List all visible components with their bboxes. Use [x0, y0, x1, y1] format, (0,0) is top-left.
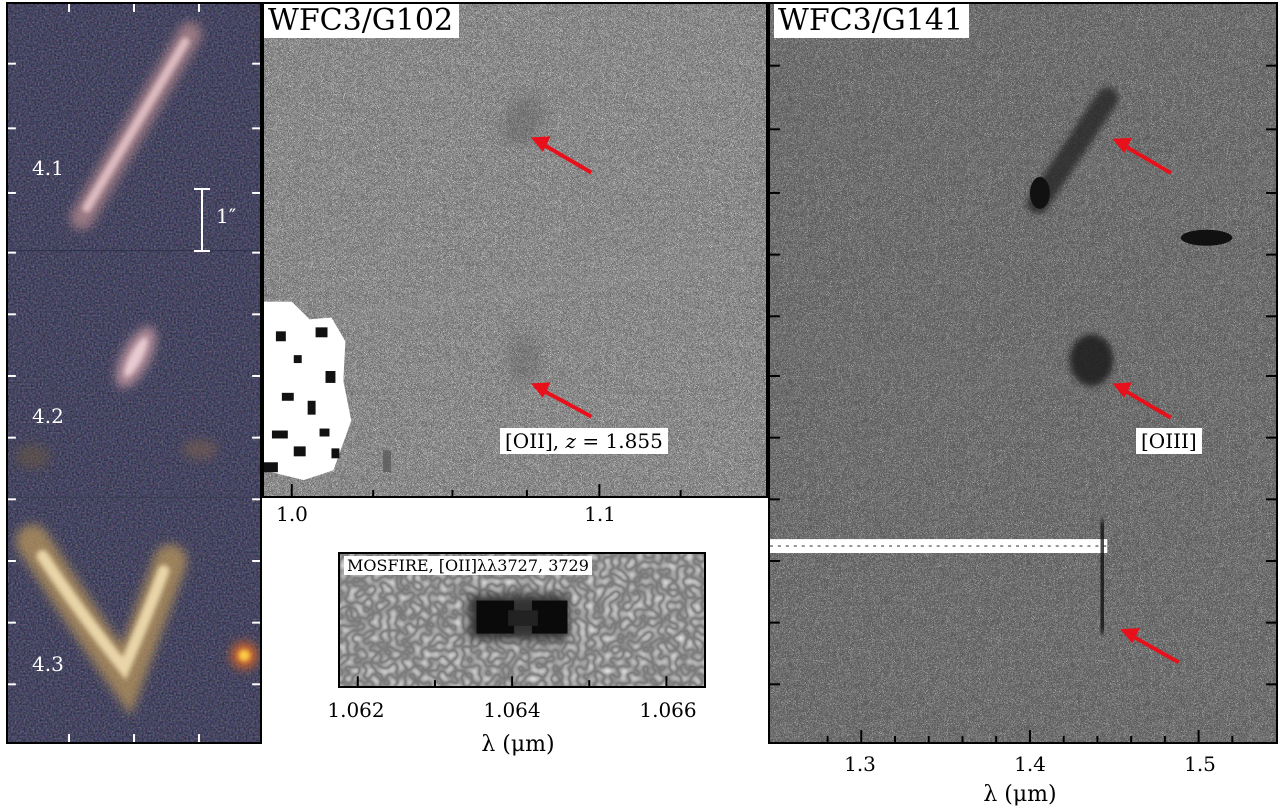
g141-tick-1.3: 1.3	[844, 752, 876, 776]
mosfire-spectrum-image	[340, 554, 704, 686]
g102-spectrum-image	[264, 4, 766, 496]
arrow-oiii-upper	[1112, 137, 1172, 175]
g141-tick-1.4: 1.4	[1014, 752, 1046, 776]
oii-doublet	[468, 594, 568, 640]
scale-bar-label: 1″	[216, 204, 237, 228]
arc-4-3	[15, 524, 259, 716]
arc-4-1	[70, 21, 202, 230]
oii-label: [OII],	[505, 429, 566, 453]
mosfire-xlabel: λ (μm)	[481, 732, 555, 757]
arrow-oiii-lower	[1120, 628, 1180, 665]
compact-source	[1180, 229, 1233, 246]
g141-annotation: [OIII]	[1136, 428, 1202, 454]
mosfire-tick-1.062: 1.062	[327, 698, 385, 722]
image-label-4-2: 4.2	[32, 404, 64, 428]
oiii-emission-4-1	[1026, 87, 1119, 214]
scale-bar	[194, 188, 210, 252]
g141-spectrum-panel: WFC3/G141 [OIII]	[768, 2, 1278, 744]
oiii-emission-4-3	[1067, 521, 1187, 633]
arrow-oiii-middle	[1112, 382, 1172, 420]
rgb-ticks	[8, 4, 260, 742]
redshift-symbol: z	[565, 429, 577, 453]
image-label-4-3: 4.3	[32, 652, 64, 676]
image-label-4-1: 4.1	[32, 156, 64, 180]
arrow-oii-upper	[530, 136, 593, 175]
masked-region	[264, 301, 391, 481]
rgb-image-strip: 4.1 4.2 4.3 1″	[6, 2, 262, 744]
g102-ticks	[290, 484, 682, 496]
g141-spectrum-image	[770, 4, 1276, 742]
oiii-emission-4-2	[1069, 334, 1114, 386]
mosfire-ticks	[356, 676, 668, 686]
g141-tick-1.5: 1.5	[1184, 752, 1216, 776]
g102-title: WFC3/G102	[264, 4, 460, 38]
g141-xlabel: λ (μm)	[983, 782, 1057, 807]
g102-spectrum-panel: WFC3/G102 [OII], z = 1.855	[262, 2, 768, 498]
g102-tick-1.1: 1.1	[584, 502, 616, 526]
g102-annotation: [OII], z = 1.855	[500, 428, 668, 454]
mosfire-inset: MOSFIRE, [OII]λλ3727, 3729	[338, 552, 706, 688]
mosfire-tick-1.066: 1.066	[639, 698, 697, 722]
g141-ticks	[770, 64, 1276, 742]
redshift-value: = 1.855	[576, 429, 663, 453]
mosfire-tick-1.064: 1.064	[483, 698, 541, 722]
mosfire-title: MOSFIRE, [OII]λλ3727, 3729	[344, 556, 592, 575]
rgb-image-art	[8, 4, 260, 742]
arc-4-2	[14, 326, 218, 469]
g102-tick-1.0: 1.0	[276, 502, 308, 526]
g141-title: WFC3/G141	[774, 4, 970, 38]
arrow-oii-lower	[530, 382, 593, 419]
